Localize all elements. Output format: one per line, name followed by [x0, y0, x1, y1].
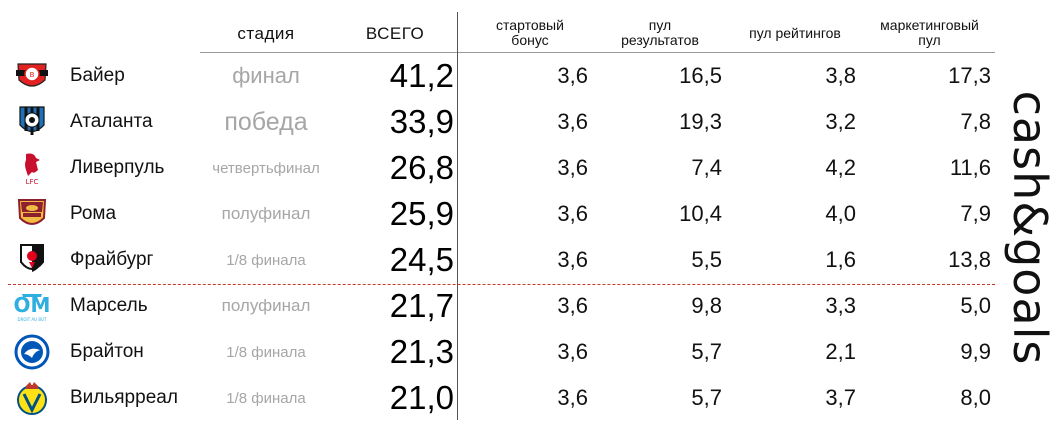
- team-name: Аталанта: [70, 111, 153, 132]
- atalanta-crest-icon: [14, 104, 50, 140]
- table-row: Брайтон 1/8 финала 21,3 3,6 5,7 2,1 9,9: [0, 329, 1000, 375]
- team-name: Брайтон: [70, 341, 144, 362]
- header-start-bonus: стартовый бонус: [496, 17, 564, 48]
- total-value: 41,2: [389, 57, 454, 94]
- results-pool-value: 16,5: [679, 63, 722, 88]
- start-bonus-value: 3,6: [557, 293, 588, 318]
- team-name: Фрайбург: [70, 249, 154, 270]
- total-value: 26,8: [389, 149, 454, 186]
- start-bonus-value: 3,6: [557, 201, 588, 226]
- team-name: Марсель: [70, 295, 148, 316]
- header-ratings-pool: пул рейтингов: [749, 24, 841, 41]
- results-pool-value: 19,3: [679, 109, 722, 134]
- table-row: OM DROIT AU BUT Марсель полуфинал 21,7 3,6 9,8…: [0, 283, 1000, 329]
- table-row: Фрайбург 1/8 финала 24,5 3,6 5,5 1,6 13,8: [0, 237, 1000, 283]
- group-divider-dashed: [8, 284, 995, 285]
- table-row: B Байер финал 41,2 3,6 16,5 3,8 17,3: [0, 53, 1000, 99]
- villarreal-crest-icon: [14, 380, 50, 416]
- column-divider: [457, 12, 458, 420]
- total-value: 25,9: [389, 195, 454, 232]
- results-pool-value: 7,4: [691, 155, 722, 180]
- ratings-pool-value: 2,1: [825, 339, 856, 364]
- ratings-pool-value: 3,8: [825, 63, 856, 88]
- results-pool-value: 9,8: [691, 293, 722, 318]
- start-bonus-value: 3,6: [557, 155, 588, 180]
- table-row: Аталанта победа 33,9 3,6 19,3 3,2 7,8: [0, 99, 1000, 145]
- ratings-pool-value: 3,3: [825, 293, 856, 318]
- results-pool-value: 5,7: [691, 339, 722, 364]
- header-total: ВСЕГО: [365, 23, 425, 43]
- results-pool-value: 10,4: [679, 201, 722, 226]
- total-value: 24,5: [389, 241, 454, 278]
- team-name: Рома: [70, 203, 117, 224]
- header-results-pool: пул результатов: [621, 17, 699, 48]
- freiburg-crest-icon: [14, 242, 50, 278]
- team-name: Байер: [70, 65, 125, 86]
- marketing-pool-value: 7,8: [960, 109, 991, 134]
- liverpool-crest-icon: LFC: [14, 150, 50, 186]
- svg-text:LFC: LFC: [26, 178, 39, 186]
- start-bonus-value: 3,6: [557, 339, 588, 364]
- bayer-leverkusen-crest-icon: B: [14, 58, 50, 94]
- stage-value: 1/8 финала: [226, 251, 306, 269]
- marketing-pool-value: 17,3: [948, 63, 991, 88]
- brand-wordmark: cash&goals: [1003, 90, 1057, 366]
- total-value: 21,3: [389, 333, 454, 370]
- total-value: 33,9: [389, 103, 454, 140]
- marketing-pool-value: 11,6: [949, 155, 991, 180]
- ratings-pool-value: 4,0: [825, 201, 856, 226]
- team-name: Ливерпуль: [70, 157, 165, 178]
- marketing-pool-value: 7,9: [960, 201, 991, 226]
- ratings-pool-value: 1,6: [825, 247, 856, 272]
- stage-value: 1/8 финала: [226, 389, 306, 407]
- start-bonus-value: 3,6: [557, 63, 588, 88]
- ratings-pool-value: 3,7: [825, 385, 856, 410]
- stage-value: финал: [232, 63, 300, 88]
- marketing-pool-value: 5,0: [960, 293, 991, 318]
- stage-value: четвертьфинал: [212, 159, 320, 177]
- marketing-pool-value: 13,8: [948, 247, 991, 272]
- table-row: LFC Ливерпуль четвертьфинал 26,8 3,6 7,4 4,2 11…: [0, 145, 1000, 191]
- start-bonus-value: 3,6: [557, 385, 588, 410]
- stage-value: полуфинал: [221, 204, 311, 223]
- marseille-crest-icon: OM DROIT AU BUT: [14, 288, 50, 324]
- stage-value: победа: [224, 107, 308, 136]
- stage-value: полуфинал: [221, 296, 311, 315]
- total-value: 21,0: [389, 379, 454, 416]
- marketing-pool-value: 8,0: [960, 385, 991, 410]
- brighton-crest-icon: [14, 334, 50, 370]
- start-bonus-value: 3,6: [557, 109, 588, 134]
- brand-block: cash&goals: [1000, 56, 1060, 401]
- header-rule: [200, 52, 995, 53]
- results-pool-value: 5,5: [691, 247, 722, 272]
- ratings-pool-value: 3,2: [825, 109, 856, 134]
- table-row: Рома полуфинал 25,9 3,6 10,4 4,0 7,9: [0, 191, 1000, 237]
- total-value: 21,7: [389, 287, 454, 324]
- header-stage: стадия: [237, 23, 295, 43]
- team-name: Вильярреал: [70, 387, 178, 408]
- results-pool-value: 5,7: [691, 385, 722, 410]
- marketing-pool-value: 9,9: [960, 339, 991, 364]
- header-marketing-pool: маркетинговый пул: [880, 17, 979, 48]
- stage-value: 1/8 финала: [226, 343, 306, 361]
- svg-text:B: B: [30, 71, 35, 79]
- roma-crest-icon: [14, 196, 50, 232]
- table-row: Вильярреал 1/8 финала 21,0 3,6 5,7 3,7 8,0: [0, 375, 1000, 421]
- start-bonus-value: 3,6: [557, 247, 588, 272]
- ratings-pool-value: 4,2: [825, 155, 856, 180]
- svg-text:DROIT AU BUT: DROIT AU BUT: [18, 317, 48, 322]
